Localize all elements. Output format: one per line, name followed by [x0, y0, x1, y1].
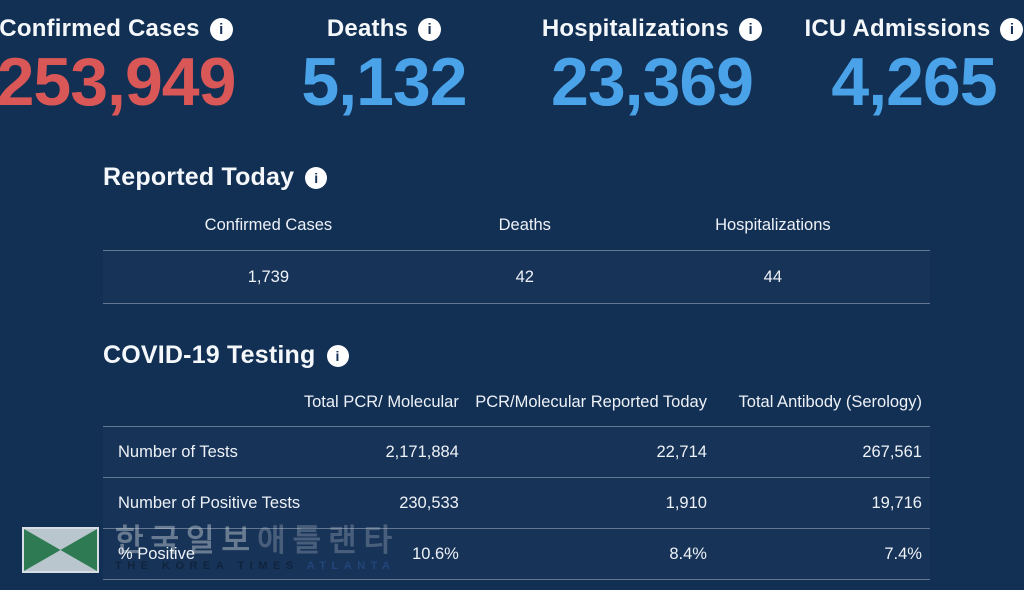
section-title: COVID-19 Testing: [103, 341, 316, 369]
info-icon[interactable]: [418, 17, 442, 41]
section-title: Reported Today: [103, 163, 295, 191]
value-cell: 8.4%: [669, 544, 707, 563]
table-row: 1,739 42 44: [103, 250, 930, 304]
stat-label: Hospitalizations: [541, 15, 730, 42]
reported-today-header-row: Confirmed Cases Deaths Hospitalizations: [103, 192, 930, 250]
value-cell: 267,561: [862, 442, 922, 461]
covid-testing-section: COVID-19 Testing Total PCR/ Molecular PC…: [103, 341, 930, 580]
testing-header-row: Total PCR/ Molecular PCR/Molecular Repor…: [103, 370, 930, 426]
stat-hospitalizations: Hospitalizations 23,369: [524, 12, 780, 119]
info-icon[interactable]: [1000, 17, 1024, 41]
column-header: Confirmed Cases: [204, 216, 333, 234]
info-icon[interactable]: [739, 17, 763, 41]
info-icon[interactable]: [305, 166, 328, 189]
summary-stats-row: Confirmed Cases 253,949 Deaths 5,132 Hos…: [0, 12, 1024, 119]
info-icon[interactable]: [326, 344, 349, 367]
stat-value: 253,949: [0, 44, 236, 120]
row-label: % Positive: [118, 544, 196, 563]
stat-deaths: Deaths 5,132: [256, 12, 512, 119]
table-row: % Positive 10.6% 8.4% 7.4%: [103, 528, 930, 580]
row-label: Number of Tests: [118, 442, 238, 461]
stat-icu-admissions: ICU Admissions 4,265: [786, 12, 1024, 119]
row-label: Number of Positive Tests: [118, 493, 301, 512]
column-header: Deaths: [498, 216, 551, 234]
value-cell: 7.4%: [884, 544, 922, 563]
value-cell: 44: [763, 267, 783, 286]
table-row: Number of Tests 2,171,884 22,714 267,561: [103, 426, 930, 477]
value-cell: 230,533: [399, 493, 459, 512]
stat-confirmed-cases: Confirmed Cases 253,949: [0, 12, 244, 119]
stat-label: Deaths: [326, 15, 409, 42]
value-cell: 10.6%: [412, 544, 459, 563]
stat-label: Confirmed Cases: [0, 15, 200, 42]
value-cell: 2,171,884: [385, 442, 459, 461]
corner-cell: [103, 393, 301, 412]
stat-value: 4,265: [831, 44, 997, 120]
column-header: Total Antibody (Serology): [738, 393, 922, 411]
value-cell: 19,716: [871, 493, 922, 512]
stat-label: ICU Admissions: [804, 15, 991, 42]
column-header: Hospitalizations: [715, 216, 831, 234]
value-cell: 1,910: [665, 493, 707, 512]
value-cell: 22,714: [656, 442, 707, 461]
value-cell: 42: [515, 267, 534, 286]
reported-today-section: Reported Today Confirmed Cases Deaths Ho…: [103, 163, 930, 304]
korea-times-logo-icon: [22, 527, 99, 573]
info-icon[interactable]: [209, 17, 233, 41]
column-header: Total PCR/ Molecular: [303, 393, 459, 411]
value-cell: 1,739: [247, 267, 290, 286]
column-header: PCR/Molecular Reported Today: [475, 393, 707, 411]
table-row: Number of Positive Tests 230,533 1,910 1…: [103, 477, 930, 528]
stat-value: 23,369: [551, 44, 754, 120]
stat-value: 5,132: [301, 44, 467, 120]
